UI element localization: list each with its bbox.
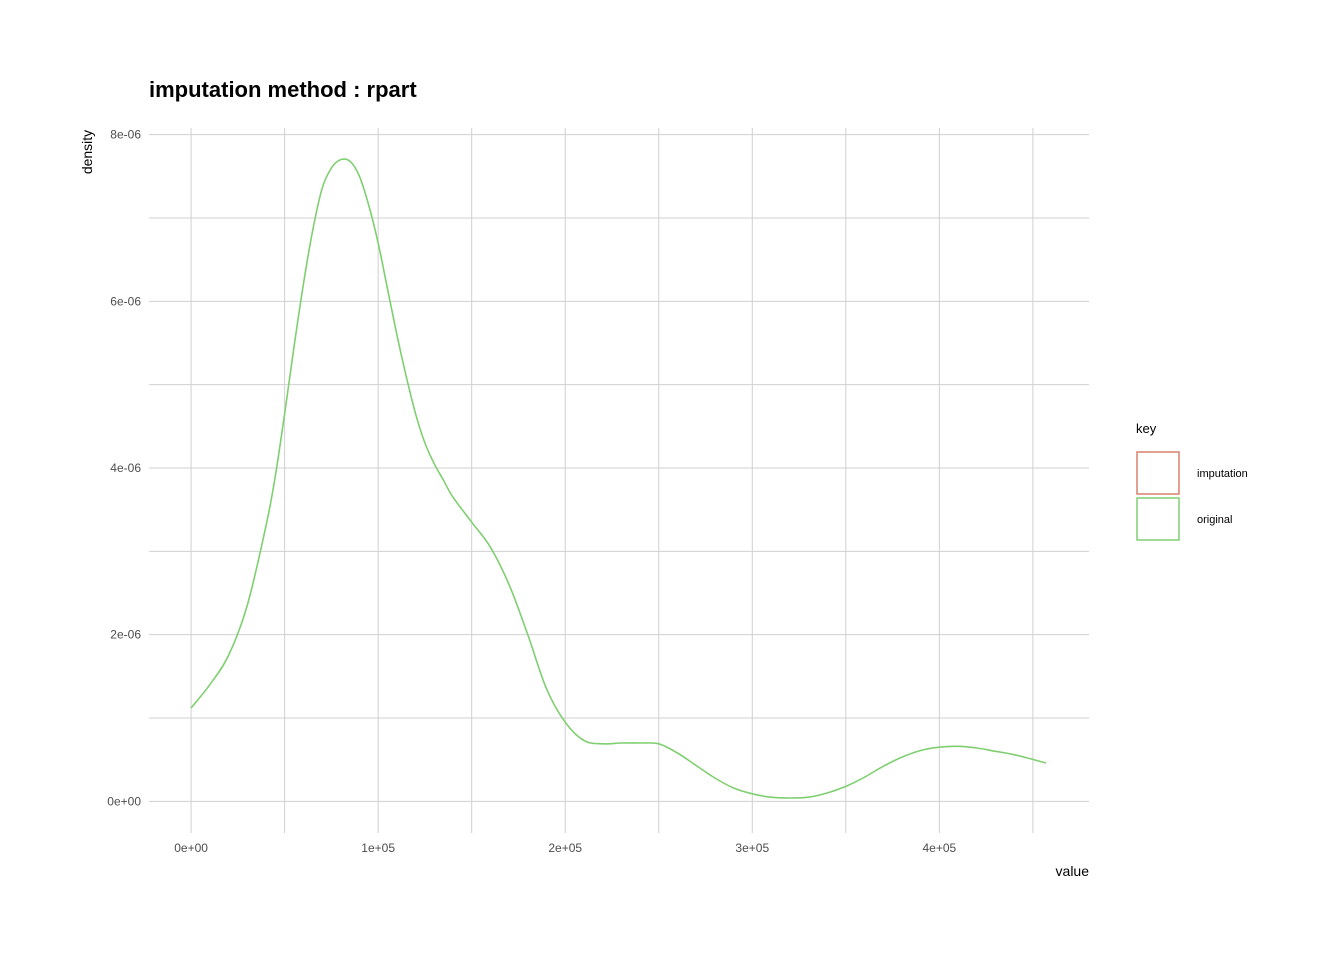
legend-label-original: original [1197, 514, 1232, 526]
y-tick-label: 4e-06 [110, 461, 141, 475]
series-lines [190, 158, 1047, 799]
legend-key-imputation [1136, 451, 1180, 495]
legend: key imputation original [1136, 421, 1248, 541]
x-tick-label: 0e+00 [174, 841, 208, 855]
x-tick-label: 2e+05 [548, 841, 582, 855]
grid-lines [149, 128, 1089, 833]
chart-title: imputation method : rpart [149, 77, 417, 102]
y-tick-label: 0e+00 [107, 794, 141, 808]
y-tick-label: 2e-06 [110, 628, 141, 642]
legend-title: key [1136, 421, 1157, 436]
x-axis-title: value [1056, 863, 1090, 879]
y-tick-label: 6e-06 [110, 294, 141, 308]
x-tick-label: 1e+05 [361, 841, 395, 855]
y-tick-labels: 0e+00 2e-06 4e-06 6e-06 8e-06 [107, 128, 141, 809]
y-tick-label: 8e-06 [110, 128, 141, 142]
x-tick-label: 3e+05 [735, 841, 769, 855]
x-tick-labels: 0e+00 1e+05 2e+05 3e+05 4e+05 [174, 841, 956, 855]
series-line-original [190, 158, 1047, 799]
legend-key-original [1136, 497, 1180, 541]
legend-label-imputation: imputation [1197, 468, 1248, 480]
legend-entries: imputation original [1136, 451, 1248, 541]
y-axis-title: density [79, 130, 95, 174]
x-tick-label: 4e+05 [922, 841, 956, 855]
